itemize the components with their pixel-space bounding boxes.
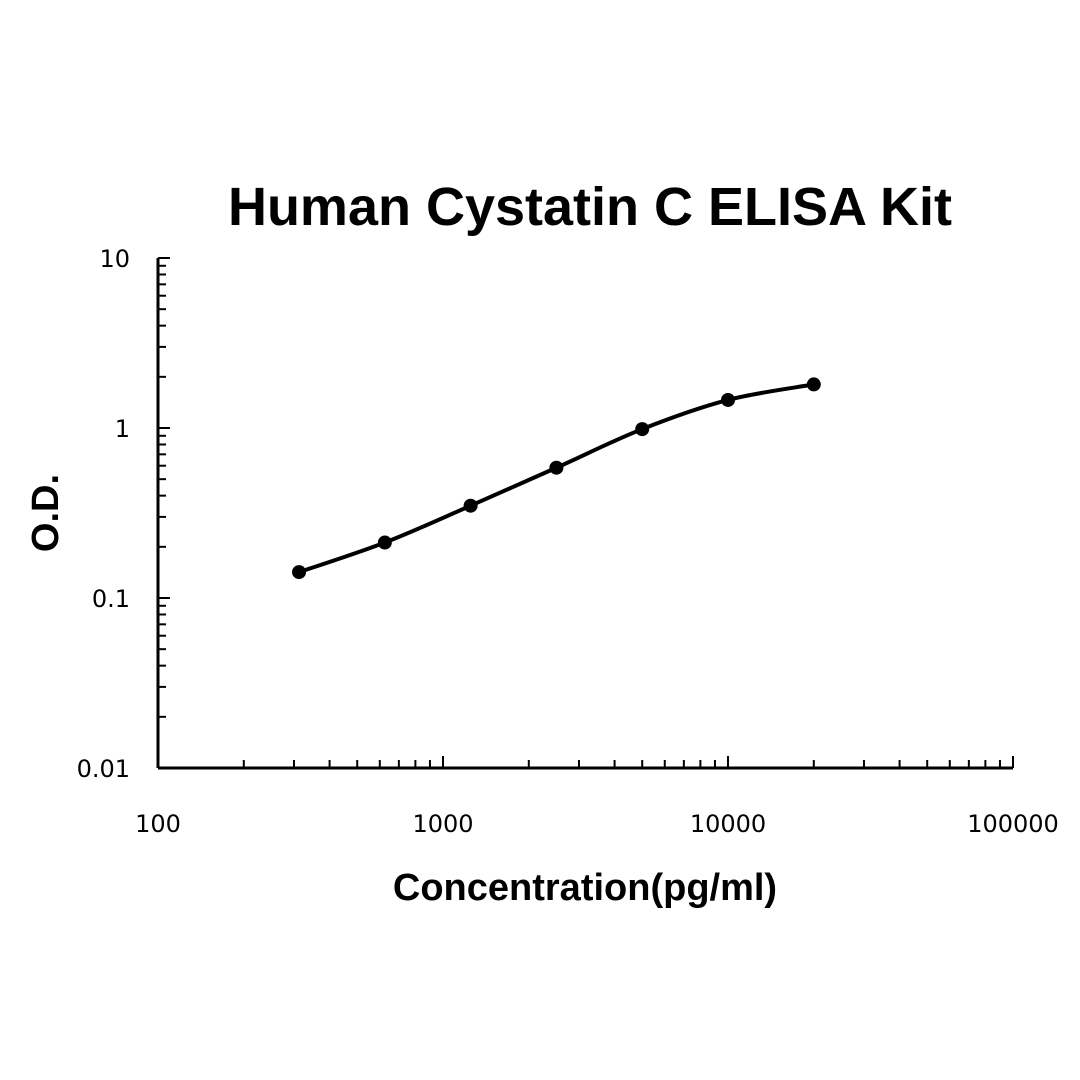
data-point xyxy=(549,460,564,475)
x-tick-label: 10000 xyxy=(690,810,766,838)
x-tick-label: 1000 xyxy=(412,810,473,838)
chart-title: Human Cystatin C ELISA Kit xyxy=(228,177,952,237)
x-axis-label: Concentration(pg/ml) xyxy=(393,867,777,909)
y-tick-label: 1 xyxy=(115,415,130,443)
data-points xyxy=(292,377,821,580)
x-tick-labels: 100 1000 10000 100000 xyxy=(135,810,1059,838)
y-tick-label: 0.1 xyxy=(92,585,130,613)
y-axis-label: O.D. xyxy=(25,474,67,552)
data-point xyxy=(721,392,735,407)
data-point xyxy=(806,377,821,392)
series-line xyxy=(297,382,816,575)
x-tick-label: 100 xyxy=(135,810,181,838)
data-point xyxy=(635,422,650,437)
data-point xyxy=(292,565,307,580)
y-tick-labels: 10 1 0.1 0.01 xyxy=(77,245,130,783)
tick-marks xyxy=(157,257,1014,769)
y-tick-label: 0.01 xyxy=(77,755,130,783)
axes xyxy=(156,258,1013,770)
data-point xyxy=(463,498,478,513)
data-point xyxy=(377,535,392,550)
y-tick-label: 10 xyxy=(99,245,130,273)
x-tick-label: 100000 xyxy=(967,810,1059,838)
